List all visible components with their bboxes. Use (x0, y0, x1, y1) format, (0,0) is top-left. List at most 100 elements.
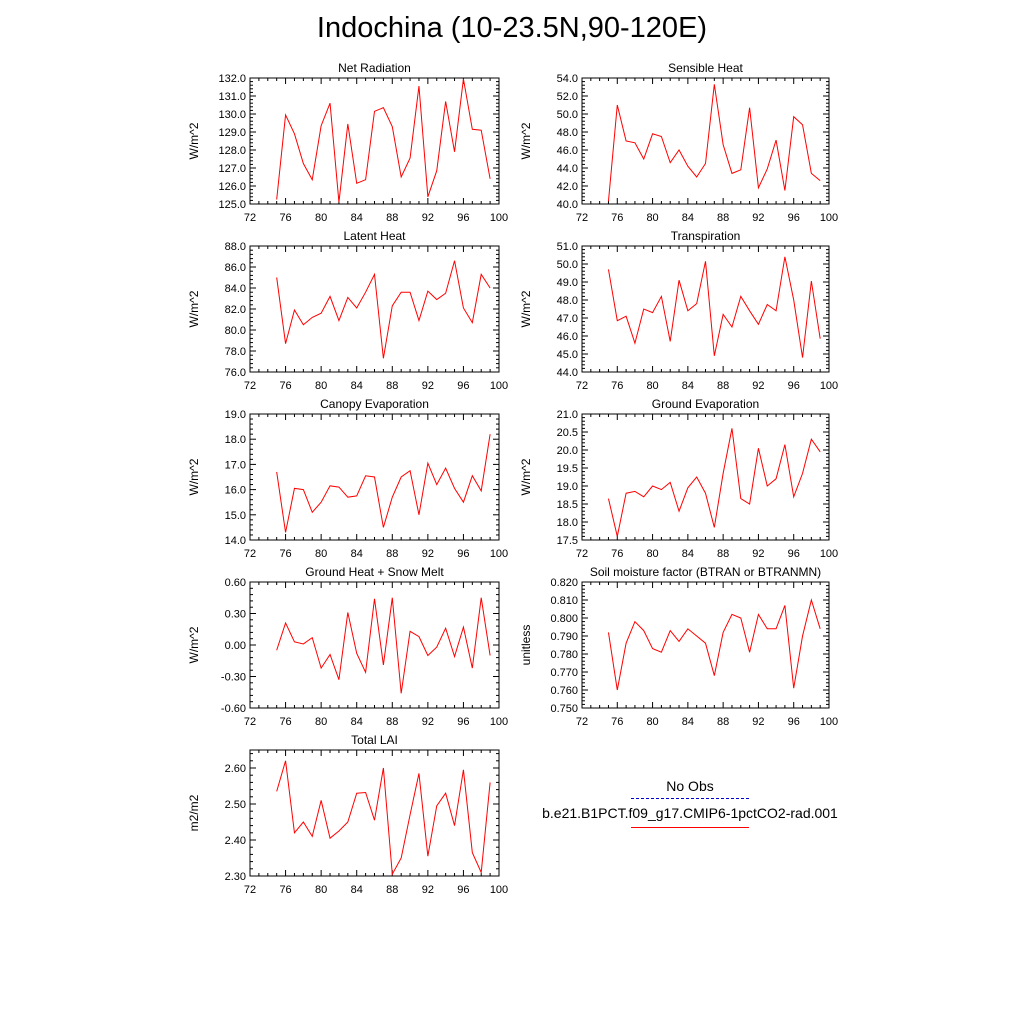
x-tick-label: 76 (611, 212, 623, 224)
y-axis-label: W/m^2 (187, 458, 201, 495)
y-tick-label: 0.750 (550, 703, 578, 715)
y-tick-label: 76.0 (225, 367, 246, 379)
x-tick-label: 84 (351, 380, 363, 392)
y-tick-label: 15.0 (225, 510, 246, 522)
x-tick-label: 96 (457, 548, 469, 560)
y-tick-label: 54.0 (557, 73, 578, 85)
panel-title: Total LAI (351, 733, 398, 747)
panel-title: Latent Heat (343, 229, 406, 243)
y-axis-label: W/m^2 (519, 122, 533, 159)
x-tick-label: 100 (490, 212, 508, 224)
y-tick-label: 20.5 (557, 427, 578, 439)
legend: No Obs b.e21.B1PCT.f09_g17.CMIP6-1pctCO2… (520, 776, 860, 828)
x-tick-label: 84 (682, 380, 694, 392)
x-tick-label: 76 (611, 716, 623, 728)
y-tick-label: 44.0 (557, 367, 578, 379)
x-tick-label: 80 (315, 548, 327, 560)
panel-title: Ground Evaporation (652, 397, 759, 411)
y-axis-label: m2/m2 (187, 794, 201, 831)
legend-model-label: b.e21.B1PCT.f09_g17.CMIP6-1pctCO2-rad.00… (542, 805, 838, 821)
y-tick-label: 130.0 (218, 109, 246, 121)
x-tick-label: 96 (788, 380, 800, 392)
chart-panel: 72 76 80 84 88 92 96 100 44.0 45.0 46.0 47.0 48.0 49.… (519, 229, 838, 392)
y-tick-label: 51.0 (557, 241, 578, 253)
panel-title: Sensible Heat (668, 61, 743, 75)
x-tick-label: 96 (457, 716, 469, 728)
x-tick-label: 72 (576, 716, 588, 728)
y-tick-label: 18.0 (557, 517, 578, 529)
x-tick-label: 88 (717, 212, 729, 224)
x-tick-label: 96 (457, 212, 469, 224)
x-tick-label: 76 (279, 716, 291, 728)
x-tick-label: 92 (422, 548, 434, 560)
x-tick-label: 84 (351, 884, 363, 896)
y-tick-label: 42.0 (557, 181, 578, 193)
y-axis-label: W/m^2 (519, 458, 533, 495)
chart-panel: 72 76 80 84 88 92 96 100 40.0 42.0 44.0 46.0 48.0 50.… (519, 61, 838, 224)
y-tick-label: 84.0 (225, 283, 246, 295)
y-tick-label: 50.0 (557, 109, 578, 121)
y-tick-label: 16.0 (225, 485, 246, 497)
x-tick-label: 72 (244, 212, 256, 224)
x-tick-label: 92 (752, 212, 764, 224)
panel-title: Ground Heat + Snow Melt (305, 565, 444, 579)
y-tick-label: 17.5 (557, 535, 578, 547)
figure-title: Indochina (10-23.5N,90-120E) (316, 12, 708, 44)
x-tick-label: 100 (490, 380, 508, 392)
y-tick-label: 45.0 (557, 349, 578, 361)
y-axis-label: W/m^2 (187, 290, 201, 327)
x-tick-label: 92 (752, 716, 764, 728)
y-tick-label: 127.0 (218, 163, 246, 175)
x-tick-label: 88 (717, 380, 729, 392)
x-tick-label: 88 (386, 716, 398, 728)
y-tick-label: 0.60 (225, 577, 246, 589)
x-tick-label: 100 (490, 884, 508, 896)
y-tick-label: 19.0 (225, 409, 246, 421)
x-tick-label: 92 (422, 884, 434, 896)
y-tick-label: 0.790 (550, 631, 578, 643)
y-tick-label: 0.810 (550, 595, 578, 607)
y-tick-label: 2.30 (225, 871, 246, 883)
x-tick-label: 72 (244, 716, 256, 728)
chart-panel: 72 76 80 84 88 92 96 100 76.0 78.0 80.0 82.0 84.0 86.… (187, 229, 508, 392)
x-tick-label: 76 (611, 380, 623, 392)
y-tick-label: 18.5 (557, 499, 578, 511)
y-tick-label: 14.0 (225, 535, 246, 547)
x-tick-label: 76 (279, 884, 291, 896)
y-tick-label: 47.0 (557, 313, 578, 325)
y-tick-label: 19.0 (557, 481, 578, 493)
x-tick-label: 84 (351, 212, 363, 224)
y-tick-label: 49.0 (557, 277, 578, 289)
x-tick-label: 100 (820, 548, 838, 560)
x-tick-label: 84 (682, 716, 694, 728)
panel-title: Net Radiation (338, 61, 411, 75)
x-tick-label: 88 (386, 548, 398, 560)
plot-frame (581, 413, 830, 541)
x-tick-label: 80 (646, 716, 658, 728)
y-tick-label: 0.30 (225, 609, 246, 621)
x-tick-label: 72 (576, 212, 588, 224)
y-tick-label: 131.0 (218, 91, 246, 103)
x-tick-label: 80 (646, 380, 658, 392)
series-line (607, 598, 821, 691)
x-tick-label: 96 (788, 212, 800, 224)
x-tick-label: 84 (682, 212, 694, 224)
x-tick-label: 88 (717, 716, 729, 728)
chart-panel: 72 76 80 84 88 92 96 100 2.30 2.40 2.50 2.60 Total L… (187, 733, 508, 896)
x-tick-label: 92 (752, 380, 764, 392)
series-line (276, 434, 491, 533)
x-tick-label: 100 (820, 380, 838, 392)
plot-frame (581, 77, 830, 205)
y-tick-label: 0.820 (550, 577, 578, 589)
legend-model-line (631, 827, 749, 828)
series-line (276, 260, 491, 359)
panel-title: Transpiration (671, 229, 741, 243)
x-tick-label: 92 (752, 548, 764, 560)
y-tick-label: 20.0 (557, 445, 578, 457)
y-tick-label: 132.0 (218, 73, 246, 85)
panel-title: Soil moisture factor (BTRAN or BTRANMN) (590, 565, 821, 579)
x-tick-label: 76 (279, 548, 291, 560)
y-tick-label: 128.0 (218, 145, 246, 157)
y-tick-label: 129.0 (218, 127, 246, 139)
